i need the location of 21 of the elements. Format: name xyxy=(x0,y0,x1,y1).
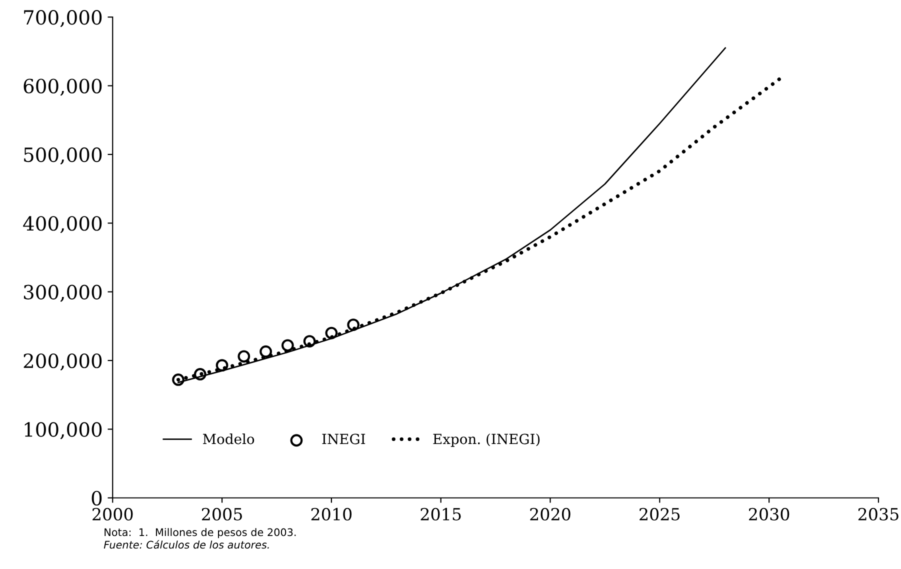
y-tick-label: 500,000 xyxy=(24,147,102,164)
y-tick-label: 400,000 xyxy=(23,216,102,234)
y-tick-label: 200,000 xyxy=(24,353,102,371)
x-tick-label: 2025 xyxy=(640,508,680,520)
x-tick-label: 2030 xyxy=(748,508,790,520)
x-tick-label: 2010 xyxy=(311,508,352,520)
x-tick-label: 2035 xyxy=(858,508,898,520)
legend-label: INEGI xyxy=(322,434,366,444)
y-tick-label: 300,000 xyxy=(24,284,102,302)
x-tick-label: 2020 xyxy=(530,508,570,520)
x-tick-label: 2000 xyxy=(92,508,133,520)
legend-label: Expon. (INEGI) xyxy=(433,433,540,447)
legend-label: Modelo xyxy=(203,433,254,444)
y-tick-label: 700,000 xyxy=(24,10,102,28)
x-tick-label: 2015 xyxy=(420,508,461,520)
x-tick-label: 2005 xyxy=(202,508,242,520)
y-tick-label: 100,000 xyxy=(24,422,102,440)
y-tick-label: 600,000 xyxy=(24,78,102,96)
y-tick-label: 0 xyxy=(92,490,102,506)
source-note: Fuente: Cálculos de los autores. xyxy=(104,540,269,549)
text: Nota: 1. Millones de pesos de 2003. xyxy=(104,528,296,538)
